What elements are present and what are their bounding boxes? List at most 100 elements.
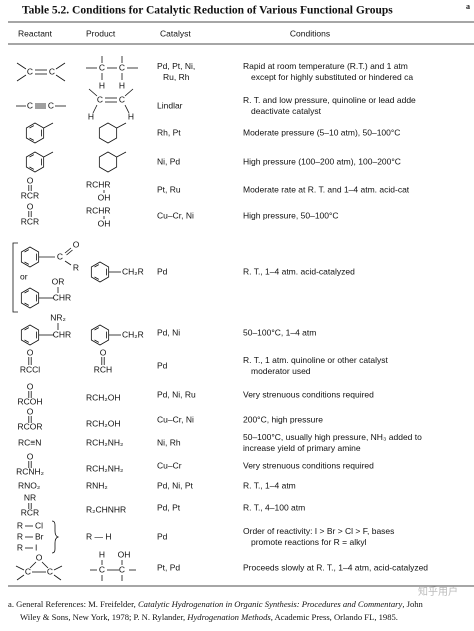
structure-drawings <box>116 122 127 129</box>
footnote-text: a. General References: M. Freifelder, <box>8 599 138 609</box>
product: C <box>119 62 125 72</box>
structure-drawings <box>25 151 45 173</box>
product: H <box>99 80 105 90</box>
reactant: RC≡N <box>18 437 41 447</box>
reactant: NR <box>24 492 36 502</box>
conditions: Moderate pressure (5–10 atm), 50–100°C <box>243 127 400 137</box>
conditions: 50–100°C, 1–4 atm <box>243 327 316 337</box>
product: R — H <box>86 531 112 541</box>
product: RCHR <box>86 179 111 189</box>
footnote-text: , Academic Press, Orlando FL, 1985. <box>271 612 398 622</box>
reactant: O <box>36 552 43 562</box>
reactant: R <box>17 542 23 552</box>
structure-drawings <box>55 74 66 82</box>
structure-drawings <box>90 261 110 283</box>
product: CH₂R <box>122 266 144 276</box>
reactant: RNO₂ <box>18 480 40 490</box>
structure-drawings <box>16 62 27 70</box>
reactant: RCR <box>21 507 39 517</box>
reactant: O <box>27 175 34 185</box>
reactant: C <box>27 100 33 110</box>
reactant: CHR <box>53 329 71 339</box>
catalyst: Pd <box>157 360 168 370</box>
product: C <box>99 564 105 574</box>
structure-drawings <box>88 88 98 97</box>
product: H <box>99 549 105 559</box>
reactant: O <box>27 201 34 211</box>
reactant: O <box>27 451 34 461</box>
structure-drawings <box>12 242 18 313</box>
catalyst: Pt, Pd <box>157 562 180 572</box>
footnote-title: Hydrogenation Methods <box>186 612 271 622</box>
reactant: Cl <box>35 520 43 530</box>
catalyst: Ru, Rh <box>163 72 190 82</box>
product: RCH₂NH₂ <box>86 463 123 473</box>
product: O <box>100 347 107 357</box>
reactant: O <box>27 347 34 357</box>
structure-drawings <box>43 151 54 158</box>
reactant: I <box>35 542 37 552</box>
structure-drawings <box>98 151 118 173</box>
structure-drawings <box>16 574 25 581</box>
structure-drawings <box>66 249 73 256</box>
conditions: Moderate rate at R. T. and 1–4 atm. acid… <box>243 184 410 194</box>
reactant: Br <box>35 531 44 541</box>
conditions: Rapid at room temperature (R.T.) and 1 a… <box>243 61 408 71</box>
product: H <box>88 111 94 121</box>
product: RNH₂ <box>86 480 108 490</box>
product: CH₂R <box>122 329 144 339</box>
conditions: R. T., 4–100 atm <box>243 502 305 512</box>
product: C <box>119 564 125 574</box>
reactant: OR <box>52 276 65 286</box>
catalyst: Cu–Cr <box>157 460 182 470</box>
catalyst: Pd, Pt <box>157 502 181 512</box>
footnote: Wiley & Sons, New York, 1978; P. N. Ryla… <box>20 612 398 622</box>
structure-drawings <box>51 520 60 554</box>
conditions: except for highly substituted or hindere… <box>251 72 413 82</box>
conditions: increase yield of primary amine <box>243 443 361 453</box>
product: OH <box>98 192 111 202</box>
reactant: RCOH <box>17 396 42 406</box>
reactant: RCOR <box>17 421 42 431</box>
structure-drawings <box>20 324 40 346</box>
footnote: a. General References: M. Freifelder, Ca… <box>8 599 424 609</box>
column-header: Reactant <box>18 28 53 38</box>
footnote-title: Catalytic Hydrogenation in Organic Synth… <box>138 599 403 609</box>
catalyst: Ni, Pd <box>157 156 180 166</box>
table-rules <box>8 21 474 587</box>
conditions: promote reactions for R = alkyl <box>251 537 367 547</box>
structure-drawings <box>55 62 66 70</box>
title-superscript: a <box>466 2 470 11</box>
product: H <box>119 80 125 90</box>
product: C <box>99 62 105 72</box>
conditions: R. T. and low pressure, quinoline or lea… <box>243 95 416 105</box>
column-header: Catalyst <box>160 28 191 38</box>
structure-drawings <box>92 104 98 114</box>
conditions: 200°C, high pressure <box>243 414 323 424</box>
product: RCH₂OH <box>86 392 120 402</box>
reactant: RCR <box>21 216 39 226</box>
structure-drawings <box>16 74 27 82</box>
catalyst: Cu–Cr, Ni <box>157 210 194 220</box>
structure-drawings <box>124 104 130 114</box>
conditions: High pressure (100–200 atm), 100–200°C <box>243 156 401 166</box>
reactant: C <box>57 251 63 261</box>
conditions: R. T., 1 atm. quinoline or other catalys… <box>243 355 389 365</box>
conditions: Proceeds slowly at R. T., 1–4 atm, acid-… <box>243 562 428 572</box>
structure-drawings <box>53 574 62 581</box>
reactant: RCCl <box>20 364 40 374</box>
catalyst: Pt, Ru <box>157 184 181 194</box>
structure-drawings <box>25 122 45 144</box>
catalyst: Lindlar <box>157 100 183 110</box>
watermark: 知乎用户 <box>418 585 458 598</box>
conditions: deactivate catalyst <box>251 106 322 116</box>
catalyst: Pd, Pt, Ni, <box>157 61 195 71</box>
structure-drawings <box>64 260 72 266</box>
catalyst: Pd, Ni, Ru <box>157 389 196 399</box>
structure-drawings <box>64 247 72 254</box>
conditions: Order of reactivity: I > Br > Cl > F, ba… <box>243 526 394 536</box>
table-title: Table 5.2. Conditions for Catalytic Redu… <box>22 5 393 17</box>
reactant: RCNH₂ <box>16 466 44 476</box>
